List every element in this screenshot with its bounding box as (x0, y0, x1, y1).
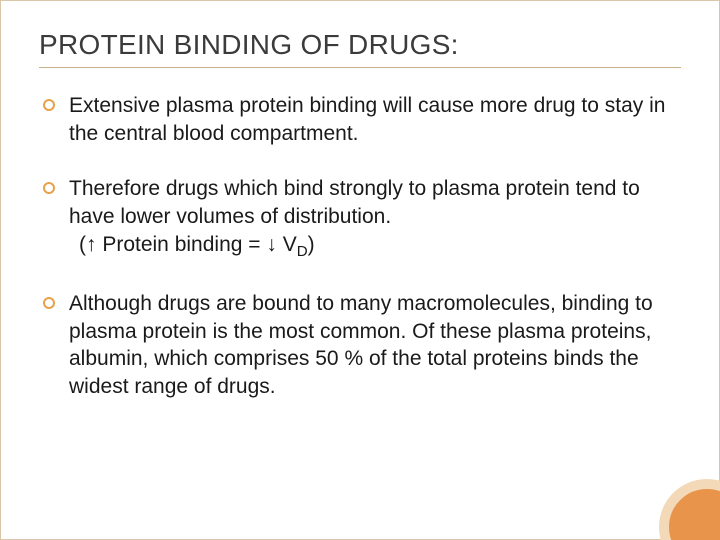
bullet-text: Extensive plasma protein binding will ca… (69, 92, 681, 147)
bullet-text: Although drugs are bound to many macromo… (69, 290, 681, 401)
slide-title: PROTEIN BINDING OF DRUGS: (39, 29, 681, 68)
bullet-icon (43, 99, 55, 111)
bullet-icon (43, 297, 55, 309)
list-item: Although drugs are bound to many macromo… (43, 290, 681, 401)
slide: PROTEIN BINDING OF DRUGS: Extensive plas… (0, 0, 720, 540)
formula-prefix: (↑ Protein binding = ↓ V (79, 233, 297, 256)
bullet-text: Therefore drugs which bind strongly to p… (69, 175, 681, 262)
formula-tail: ) (308, 233, 315, 256)
bullet-icon (43, 182, 55, 194)
list-item: Extensive plasma protein binding will ca… (43, 92, 681, 147)
bullet-text-subline: (↑ Protein binding = ↓ VD) (69, 231, 681, 262)
bullet-text-line: Therefore drugs which bind strongly to p… (69, 177, 640, 228)
formula-subscript: D (297, 243, 308, 260)
list-item: Therefore drugs which bind strongly to p… (43, 175, 681, 262)
decorative-corner-circle-icon (659, 479, 720, 540)
slide-content: Extensive plasma protein binding will ca… (39, 92, 681, 401)
